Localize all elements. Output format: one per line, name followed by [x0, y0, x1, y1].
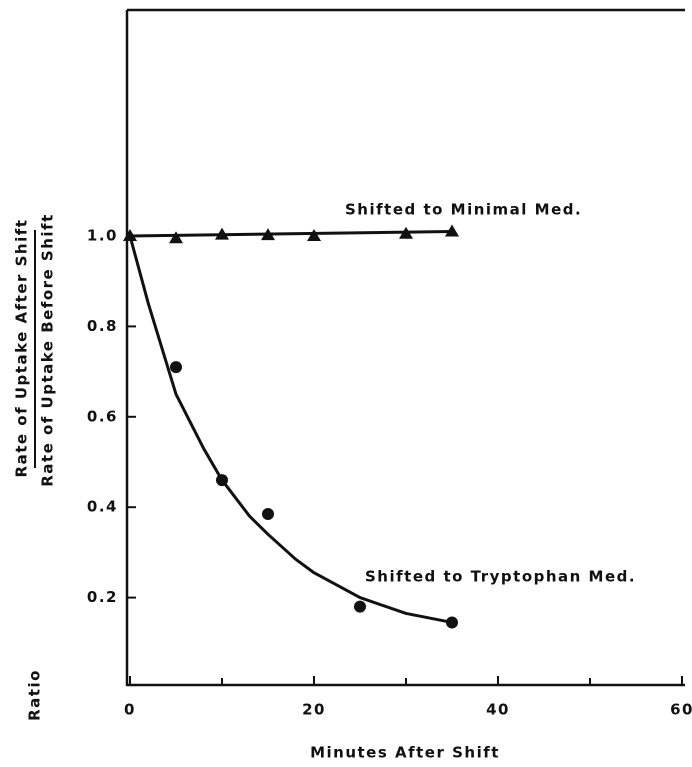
data-point — [262, 507, 274, 520]
y-tick-label: 0.2 — [87, 588, 118, 606]
data-point — [169, 231, 183, 244]
data-point — [170, 361, 182, 374]
annotation: Shifted to Tryptophan Med. — [365, 568, 636, 586]
y-axis-numerator: Rate of Uptake After Shift — [13, 219, 31, 478]
annotation: Shifted to Minimal Med. — [345, 201, 582, 219]
data-point — [307, 229, 321, 241]
x-axis-label: Minutes After Shift — [310, 744, 500, 762]
y-tick-label: 0.8 — [87, 317, 118, 335]
fit-line — [129, 229, 453, 238]
x-tick-label: 20 — [302, 701, 326, 719]
y-axis-denominator: Rate of Uptake Before Shift — [39, 213, 57, 487]
x-tick-label: 0 — [124, 701, 136, 719]
y-tick-label: 1.0 — [87, 227, 118, 245]
y-axis-label: Ratio — [26, 669, 44, 721]
x-tick-label: 40 — [486, 701, 510, 719]
x-tick-label: 60 — [670, 701, 692, 719]
data-point — [445, 224, 459, 237]
data-point — [354, 600, 366, 613]
y-tick-label: 0.6 — [87, 407, 118, 425]
fit-line — [128, 235, 453, 624]
y-tick-label: 0.4 — [87, 498, 118, 516]
